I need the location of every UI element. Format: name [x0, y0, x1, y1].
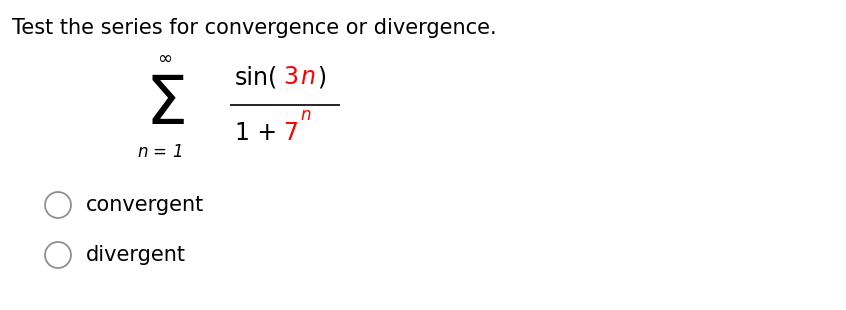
Text: 3: 3	[283, 65, 298, 89]
Text: ): )	[317, 65, 326, 89]
Text: n: n	[300, 106, 310, 124]
Text: $n$ = 1: $n$ = 1	[137, 143, 183, 161]
Text: n: n	[300, 65, 315, 89]
Text: sin(: sin(	[235, 65, 278, 89]
Text: 7: 7	[283, 121, 298, 145]
Text: divergent: divergent	[86, 245, 186, 265]
Text: 1 +: 1 +	[235, 121, 284, 145]
Text: convergent: convergent	[86, 195, 204, 215]
Text: Test the series for convergence or divergence.: Test the series for convergence or diver…	[12, 18, 497, 38]
Text: $\Sigma$: $\Sigma$	[146, 72, 185, 138]
Text: $\infty$: $\infty$	[157, 49, 173, 67]
